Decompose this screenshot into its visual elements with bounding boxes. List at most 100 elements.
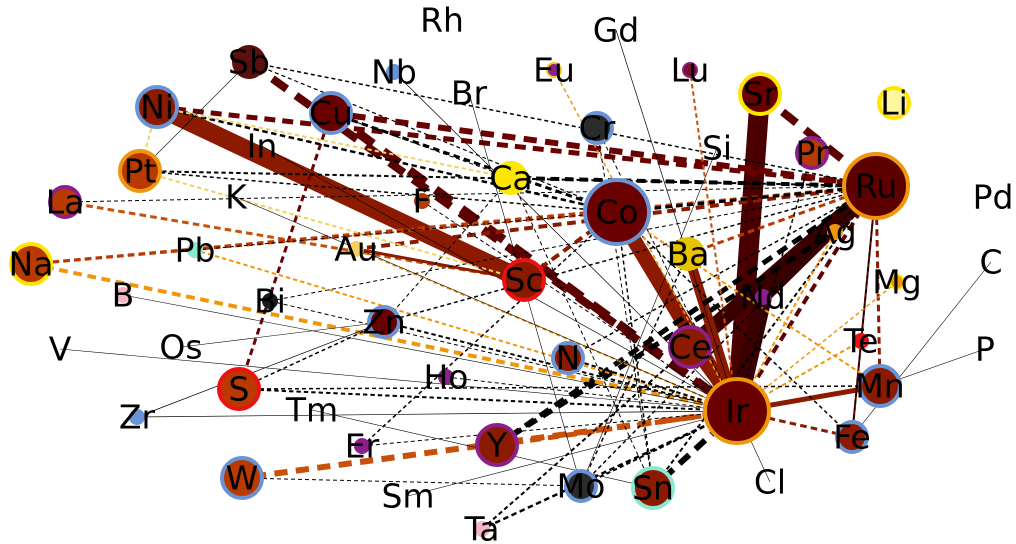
- node-label-te: Te: [843, 322, 879, 361]
- edge-ru-y: [495, 183, 878, 448]
- node-lu: [682, 62, 698, 78]
- node-label-tm: Tm: [285, 391, 338, 430]
- edge-ir-y: [496, 408, 738, 448]
- node-mo: [564, 469, 598, 503]
- edge-fe-ru: [851, 185, 877, 438]
- edge-sm-ir: [407, 410, 738, 497]
- node-au: [348, 241, 364, 257]
- node-ta: [474, 521, 490, 537]
- node-ba: [671, 237, 705, 271]
- node-er: [354, 438, 370, 454]
- edge-os-zn: [180, 321, 385, 348]
- node-label-k: K: [225, 178, 248, 217]
- node-mg: [889, 274, 905, 290]
- node-la: [48, 185, 82, 219]
- edge-pb-co: [194, 211, 618, 251]
- node-sb: [232, 45, 266, 79]
- edge-la-ru: [64, 185, 877, 203]
- node-nd: [755, 289, 771, 305]
- edge-pt-ru: [139, 170, 877, 187]
- node-label-si: Si: [702, 129, 732, 168]
- edge-ni-ca: [156, 106, 512, 179]
- edge-ru-zn: [383, 185, 877, 323]
- node-cr: [580, 111, 614, 145]
- node-label-nb: Nb: [371, 53, 417, 92]
- node-label-ta: Ta: [464, 510, 500, 544]
- edge-ru-ir: [735, 184, 878, 413]
- node-label-os: Os: [159, 328, 202, 367]
- edge-w-mo: [241, 477, 582, 487]
- node-eu: [546, 62, 562, 78]
- node-label-sn: Sn: [632, 469, 674, 508]
- edge-ir-pr: [736, 152, 813, 412]
- edge-sb-co: [248, 61, 618, 213]
- node-ce: [668, 325, 712, 369]
- node-ir: [703, 377, 771, 445]
- edge-in-ir: [261, 145, 738, 412]
- node-ca: [494, 161, 528, 195]
- edge-b-ir: [122, 294, 738, 412]
- node-label-zr: Zr: [119, 398, 156, 437]
- node-ag: [827, 224, 843, 240]
- node-bi: [262, 293, 278, 309]
- node-label-p: P: [975, 330, 995, 369]
- node-label-eu: Eu: [533, 51, 575, 90]
- node-co: [583, 178, 651, 246]
- node-label-bi: Bi: [254, 282, 286, 321]
- edge-ir-fe: [736, 409, 853, 439]
- node-label-mo: Mo: [557, 467, 606, 506]
- edge-ru-mo: [580, 185, 877, 487]
- node-label-la: La: [46, 183, 85, 222]
- node-label-gd: Gd: [593, 11, 640, 50]
- edge-bi-ru: [269, 185, 877, 302]
- node-label-pd: Pd: [973, 178, 1014, 217]
- node-label-co: Co: [595, 193, 638, 232]
- edge-zr-zn: [136, 321, 385, 418]
- edge-mg-ir: [736, 281, 898, 412]
- edge-ni-ru: [156, 104, 877, 189]
- node-label-ho: Ho: [423, 358, 468, 397]
- node-li: [877, 86, 911, 120]
- edge-ni-co: [156, 105, 618, 214]
- node-label-pb: Pb: [175, 231, 216, 270]
- node-nb: [386, 64, 402, 80]
- edge-cu-s: [237, 112, 333, 390]
- node-label-ca: Ca: [489, 159, 532, 198]
- node-pb: [187, 242, 203, 258]
- edge-er-co: [361, 211, 618, 447]
- edge-ru-n: [567, 185, 877, 359]
- node-label-cl: Cl: [754, 463, 786, 502]
- edge-ir-mo: [580, 410, 738, 487]
- edge-c-fe: [851, 261, 992, 438]
- node-label-ir: Ir: [725, 392, 749, 431]
- node-n: [551, 341, 585, 375]
- node-label-ce: Ce: [668, 328, 711, 367]
- node-label-sm: Sm: [381, 477, 434, 516]
- node-sn: [631, 466, 675, 510]
- node-label-mg: Mg: [872, 263, 921, 302]
- edge-k-ir: [235, 196, 738, 412]
- edge-pt-co: [139, 170, 618, 213]
- node-label-mn: Mn: [855, 367, 904, 406]
- node-label-lu: Lu: [671, 51, 710, 90]
- node-label-v: V: [49, 330, 72, 369]
- node-label-sb: Sb: [228, 43, 270, 82]
- edge-sc-au: [355, 247, 525, 282]
- node-label-sr: Sr: [743, 75, 778, 114]
- node-pt: [118, 149, 162, 193]
- node-label-nd: Nd: [740, 278, 786, 317]
- graph-nodes: [9, 45, 911, 537]
- node-zn: [367, 305, 401, 339]
- node-label-s: S: [229, 370, 250, 409]
- edge-ni-sc: [153, 98, 528, 289]
- edge-ir-pb: [194, 249, 738, 412]
- node-sc: [502, 258, 546, 302]
- edge-ir-s: [238, 388, 738, 412]
- edge-s-zn: [238, 321, 385, 390]
- node-label-zn: Zn: [362, 303, 406, 342]
- node-label-ru: Ru: [855, 167, 897, 206]
- node-s: [217, 367, 261, 411]
- node-label-in: In: [247, 127, 278, 166]
- node-label-cr: Cr: [579, 109, 616, 148]
- edge-sb-ru: [248, 61, 877, 187]
